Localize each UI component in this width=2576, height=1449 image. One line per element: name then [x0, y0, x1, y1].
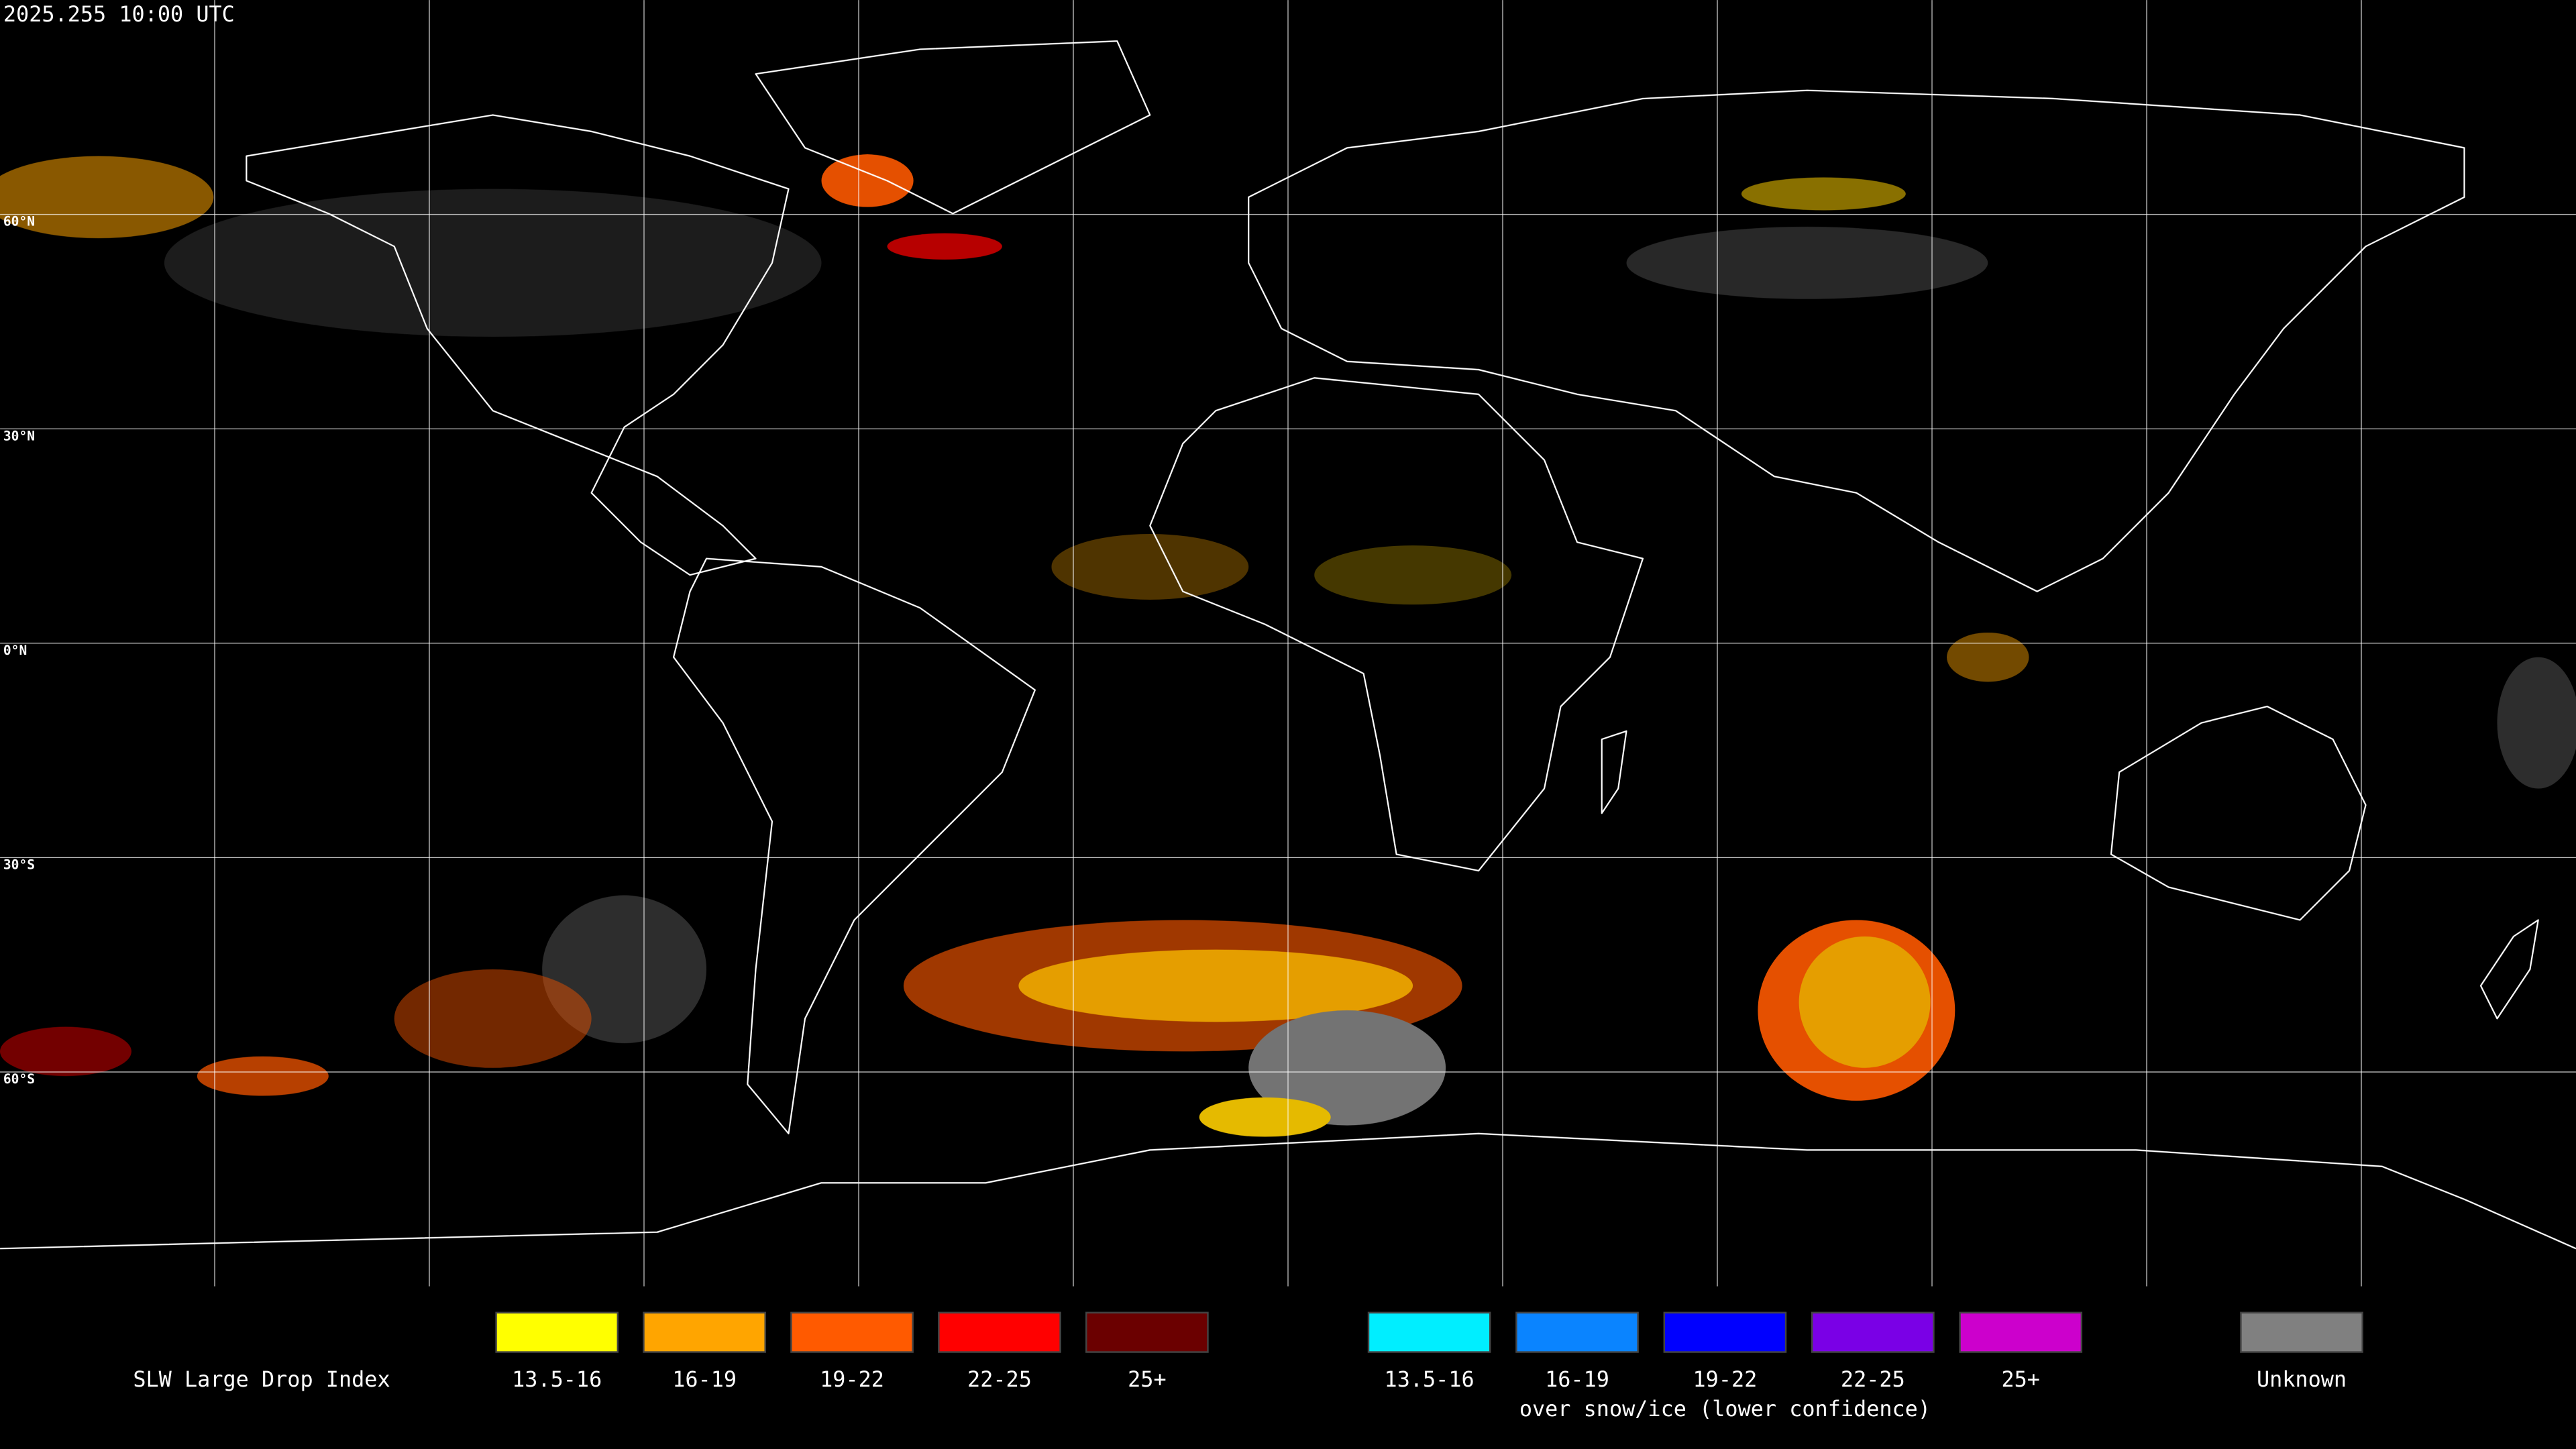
graticule [0, 0, 2576, 1287]
snow-ice-note: over snow/ice (lower confidence) [1519, 1396, 1931, 1421]
legend-label: 22-25 [967, 1366, 1032, 1392]
legend-swatch [1515, 1311, 1639, 1353]
legend-label: 19-22 [820, 1366, 884, 1392]
legend-swatch [790, 1311, 914, 1353]
latitude-labels: 60°N 30°N 0°N 30°S 60°S [3, 214, 35, 1087]
legend-label: 22-25 [1841, 1366, 1905, 1392]
legend-swatch [2240, 1311, 2363, 1353]
legend-swatch [1959, 1311, 2083, 1353]
legend-swatch [1367, 1311, 1491, 1353]
legend: 13.5-16 16-19 19-22 22-25 25+ 13.5-16 16-19 19-… [495, 1311, 2363, 1392]
legend-swatch [1811, 1311, 1935, 1353]
legend-swatch [938, 1311, 1061, 1353]
legend-swatch [495, 1311, 619, 1353]
coastlines [0, 40, 2576, 1250]
legend-label: 13.5-16 [1385, 1366, 1474, 1392]
legend-label: 13.5-16 [512, 1366, 602, 1392]
legend-label: 25+ [1128, 1366, 1167, 1392]
legend-swatch [1663, 1311, 1787, 1353]
legend-title: SLW Large Drop Index [133, 1366, 390, 1392]
latitude-label: 60°S [3, 1071, 35, 1087]
latitude-label: 60°N [3, 214, 35, 229]
legend-label: 16-19 [672, 1366, 737, 1392]
legend-label: 16-19 [1545, 1366, 1609, 1392]
legend-label: 19-22 [1693, 1366, 1758, 1392]
legend-background [0, 1286, 2576, 1449]
latitude-label: 0°N [3, 643, 27, 658]
latitude-label: 30°N [3, 428, 35, 443]
legend-label: Unknown [2257, 1366, 2347, 1392]
timestamp: 2025.255 10:00 UTC [3, 1, 235, 27]
latitude-label: 30°S [3, 857, 35, 873]
legend-label: 25+ [2001, 1366, 2039, 1392]
data-layer [0, 154, 2576, 1137]
legend-swatch [643, 1311, 766, 1353]
legend-swatch [1085, 1311, 1209, 1353]
